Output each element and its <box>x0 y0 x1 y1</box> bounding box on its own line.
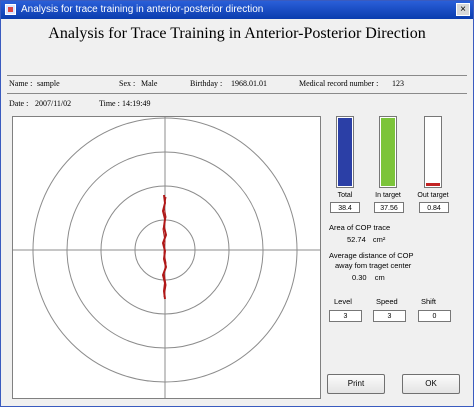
in-target-value: 37.56 <box>374 202 404 213</box>
cop-trace-overlap <box>162 196 167 298</box>
name-label: Name : <box>9 79 33 88</box>
out-target-label: Out target <box>417 192 449 199</box>
date-label: Date : <box>9 99 29 108</box>
ring-3 <box>66 151 264 349</box>
in-target-label: In target <box>375 192 401 199</box>
ring-4 <box>32 117 298 383</box>
app-icon <box>5 4 16 15</box>
speed-label: Speed <box>376 297 398 306</box>
patient-info-row: Name : sample Sex : Male Birthday : 1968… <box>7 77 467 91</box>
total-label: Total <box>337 192 353 199</box>
results-panel: Total In target Out target 38.4 37.56 0.… <box>327 116 467 401</box>
name-value: sample <box>37 79 60 88</box>
target-plot <box>12 116 321 399</box>
sex-label: Sex : <box>119 79 136 88</box>
close-button[interactable]: × <box>456 3 470 16</box>
record-label: Medical record number : <box>299 79 379 88</box>
out-target-value: 0.84 <box>419 202 449 213</box>
total-value: 38.4 <box>330 202 360 213</box>
shift-field[interactable]: 0 <box>418 310 451 322</box>
target-rings-svg <box>13 117 320 398</box>
ok-button[interactable]: OK <box>402 374 460 394</box>
distance-unit: cm <box>374 273 385 282</box>
area-unit: cm² <box>372 235 386 244</box>
date-value: 2007/11/02 <box>35 99 72 108</box>
in-target-bar-fill <box>381 118 395 186</box>
out-target-bar-fill <box>426 183 440 186</box>
divider-top <box>7 75 467 76</box>
birthday-label: Birthday : <box>190 79 223 88</box>
distance-value: 0.30 <box>352 273 367 282</box>
ring-2 <box>100 185 230 315</box>
divider-middle <box>7 93 467 94</box>
in-target-bar <box>379 116 397 188</box>
distance-label-line2: away fom traget center <box>335 261 412 270</box>
page-title: Analysis for Trace Training in Anterior-… <box>48 25 426 42</box>
title-bar[interactable]: Analysis for trace training in anterior-… <box>1 1 473 19</box>
distance-value-line: 0.30 cm <box>352 273 385 282</box>
sex-value: Male <box>141 79 158 88</box>
area-value: 52.74 <box>347 235 366 244</box>
out-target-bar <box>424 116 442 188</box>
distance-label-line1: Average distance of COP <box>329 251 414 260</box>
time-label: Time : <box>99 99 120 108</box>
speed-field[interactable]: 3 <box>373 310 406 322</box>
record-value: 123 <box>392 79 404 88</box>
area-label: Area of COP trace <box>329 223 391 232</box>
birthday-value: 1968.01.01 <box>231 79 267 88</box>
level-label: Level <box>334 297 352 306</box>
print-button[interactable]: Print <box>327 374 385 394</box>
shift-label: Shift <box>421 297 437 306</box>
time-value: 14:19:49 <box>122 99 151 108</box>
session-info-row: Date : 2007/11/02 Time : 14:19:49 <box>7 97 467 111</box>
area-value-line: 52.74 cm² <box>347 235 385 244</box>
level-field[interactable]: 3 <box>329 310 362 322</box>
total-bar-fill <box>338 118 352 186</box>
window-title: Analysis for trace training in anterior-… <box>21 4 264 15</box>
total-bar <box>336 116 354 188</box>
